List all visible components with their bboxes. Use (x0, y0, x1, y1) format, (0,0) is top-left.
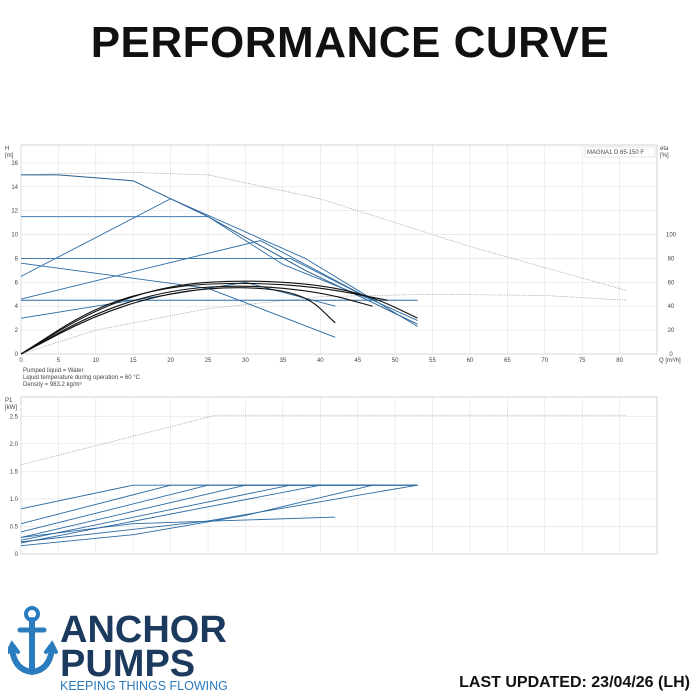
series-head_const-4 (21, 216, 418, 321)
series-power-9 (20, 484, 373, 547)
y2-tick-label: 100 (666, 233, 677, 239)
x-tick-label: 30 (242, 358, 249, 364)
y-axis-label: [m] (5, 153, 14, 159)
y-tick-label: 6 (15, 280, 19, 286)
x-tick-label: 0 (19, 358, 23, 364)
series-power-8 (20, 484, 418, 543)
x-tick-label: 25 (205, 358, 212, 364)
chart-note: Pumped liquid = Water (23, 368, 84, 374)
y-tick-label: 1.0 (10, 497, 19, 503)
y-tick-label: 1.5 (10, 469, 19, 475)
series-eta_dashed-1 (20, 293, 628, 355)
x-tick-label: 65 (504, 358, 511, 364)
series-head_dashed-0 (20, 172, 628, 292)
brand-tagline: KEEPING THINGS FLOWING (60, 679, 228, 693)
x-tick-label: 70 (541, 358, 548, 364)
y-tick-label: 16 (11, 161, 18, 167)
y-tick-label: 2.0 (10, 442, 19, 448)
x-tick-label: 20 (167, 358, 174, 364)
y-tick-label: 0.5 (10, 524, 19, 530)
y2-tick-label: 0 (669, 352, 673, 358)
brand-name-line2: PUMPS (60, 643, 195, 685)
y2-tick-label: 40 (668, 304, 675, 310)
series-eta-10 (20, 280, 418, 355)
plot-frame (20, 396, 658, 555)
series-head_prop-6 (20, 240, 373, 301)
model-label-box (584, 146, 656, 158)
power-flow-chart: 0 0.5 1.0 1.5 2.0 2.5 P1[kW] (5, 396, 658, 558)
x-tick-label: 40 (317, 358, 324, 364)
x-tick-label: 80 (616, 358, 623, 364)
y-tick-label: 0 (15, 352, 19, 358)
y-axis-label: H (5, 146, 9, 152)
y-tick-label: 2.5 (10, 414, 19, 420)
y-tick-label: 14 (11, 185, 18, 191)
x-tick-label: 10 (92, 358, 99, 364)
y-tick-label: 2 (15, 328, 19, 334)
performance-charts: 0 5 10 15 20 25 30 35 40 45 50 55 60 65 70 75 80 0 2 4 6 8 10 1… (5, 144, 681, 558)
series-head_prop-3 (20, 198, 418, 327)
x-tick-label: 50 (392, 358, 399, 364)
y-axis-label: P1 (5, 398, 13, 404)
y-tick-label: 10 (11, 233, 18, 239)
series-power-7 (20, 516, 336, 538)
series-head_const-5 (21, 258, 373, 301)
x-tick-label: 60 (467, 358, 474, 364)
chart-note: Liquid temperature during operation = 60… (23, 375, 141, 381)
y-tick-label: 12 (11, 209, 18, 215)
y2-tick-label: 60 (668, 280, 675, 286)
series-eta-13 (20, 282, 388, 355)
x-axis-label: Q [m³/h] (659, 358, 681, 364)
y-tick-label: 4 (15, 304, 19, 310)
plot-frame (20, 144, 658, 355)
head-flow-chart: 0 5 10 15 20 25 30 35 40 45 50 55 60 65 70 75 80 0 2 4 6 8 10 1… (5, 144, 681, 388)
x-tick-label: 45 (354, 358, 361, 364)
y-tick-label: 0 (15, 552, 19, 558)
y2-axis-label: [%] (660, 153, 669, 159)
y2-tick-label: 80 (668, 256, 675, 262)
chart-note: Density = 983.2 kg/m³ (23, 382, 82, 388)
last-updated-label: LAST UPDATED: 23/04/26 (LH) (459, 674, 690, 691)
x-tick-label: 75 (579, 358, 586, 364)
series-eta-12 (20, 287, 336, 355)
x-tick-label: 15 (130, 358, 137, 364)
model-label: MAGNA1 D 65-150 F (587, 150, 644, 156)
series-eta-11 (20, 285, 373, 355)
x-tick-label: 35 (280, 358, 287, 364)
y2-axis-label: eta (660, 146, 669, 152)
anchor-pumps-logo: ANCHOR PUMPS KEEPING THINGS FLOWING (8, 606, 228, 693)
brand-name-line1: ANCHOR (60, 609, 227, 651)
page-title: PERFORMANCE CURVE (90, 18, 610, 67)
anchor-icon (8, 606, 58, 676)
x-tick-label: 5 (57, 358, 61, 364)
series-power-6 (20, 484, 418, 544)
x-tick-label: 55 (429, 358, 436, 364)
y2-tick-label: 20 (668, 328, 675, 334)
y-tick-label: 8 (15, 256, 19, 262)
y-axis-label: [kW] (5, 405, 17, 411)
